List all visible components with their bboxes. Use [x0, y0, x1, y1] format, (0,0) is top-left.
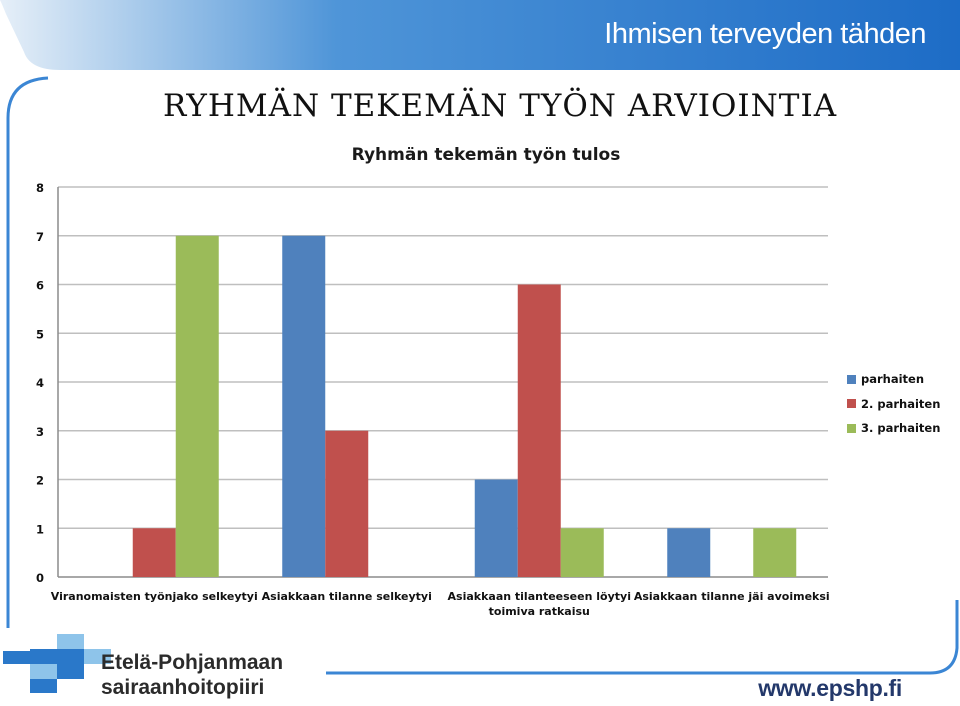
bar-series-3: [560, 528, 604, 577]
website-url[interactable]: www.epshp.fi: [758, 675, 902, 701]
x-tick-label: Asiakkaan tilanne jäi avoimeksi: [634, 590, 830, 603]
legend-swatch-series-2: [847, 399, 856, 409]
y-tick-label: 8: [36, 181, 44, 195]
legend-swatch-series-1: [847, 374, 856, 384]
organization-name: Etelä-Pohjanmaan sairaanhoitopiiri: [101, 650, 283, 700]
header-tagline: Ihmisen terveyden tähden: [604, 18, 926, 50]
y-tick-label: 6: [36, 279, 44, 293]
legend-item-series-1: parhaiten: [847, 367, 940, 392]
y-tick-label: 5: [36, 327, 44, 341]
y-tick-label: 3: [36, 425, 44, 439]
x-tick-label: Asiakkaan tilanteeseen löytyi: [448, 590, 631, 603]
bar-series-2: [325, 430, 369, 577]
y-tick-label: 4: [36, 376, 44, 390]
legend-label-series-1: parhaiten: [861, 372, 925, 387]
bar-series-1: [282, 235, 326, 577]
legend-item-series-3: 3. parhaiten: [847, 416, 940, 441]
bar-series-2: [132, 528, 176, 577]
bar-series-1: [474, 479, 518, 577]
organization-name-line1: Etelä-Pohjanmaan: [101, 651, 284, 674]
x-tick-label: toimiva ratkaisu: [489, 605, 590, 618]
bar-series-2: [517, 284, 561, 577]
legend-label-series-2: 2. parhaiten: [861, 396, 941, 411]
organization-name-line2: sairaanhoitopiiri: [101, 676, 265, 699]
legend-item-series-2: 2. parhaiten: [847, 392, 940, 417]
bar-series-1: [667, 528, 711, 577]
bar-series-3: [753, 528, 797, 577]
x-tick-label: Viranomaisten työnjako selkeytyi: [51, 590, 258, 603]
chart-title: Ryhmän tekemän työn tulos: [351, 145, 621, 165]
legend-swatch-series-3: [847, 423, 856, 433]
x-tick-label: Asiakkaan tilanne selkeytyi: [262, 590, 432, 603]
y-tick-label: 7: [36, 230, 44, 244]
bar-series-3: [175, 235, 219, 577]
slide-title: RYHMÄN TEKEMÄN TYÖN ARVIOINTIA: [163, 88, 838, 124]
y-tick-label: 1: [36, 522, 44, 536]
legend-label-series-3: 3. parhaiten: [861, 421, 941, 436]
y-tick-label: 2: [36, 474, 44, 488]
y-tick-label: 0: [36, 571, 44, 585]
header-band: [0, 0, 960, 70]
chart-legend: parhaiten 2. parhaiten 3. parhaiten: [847, 367, 940, 441]
organization-logo: [3, 634, 111, 693]
